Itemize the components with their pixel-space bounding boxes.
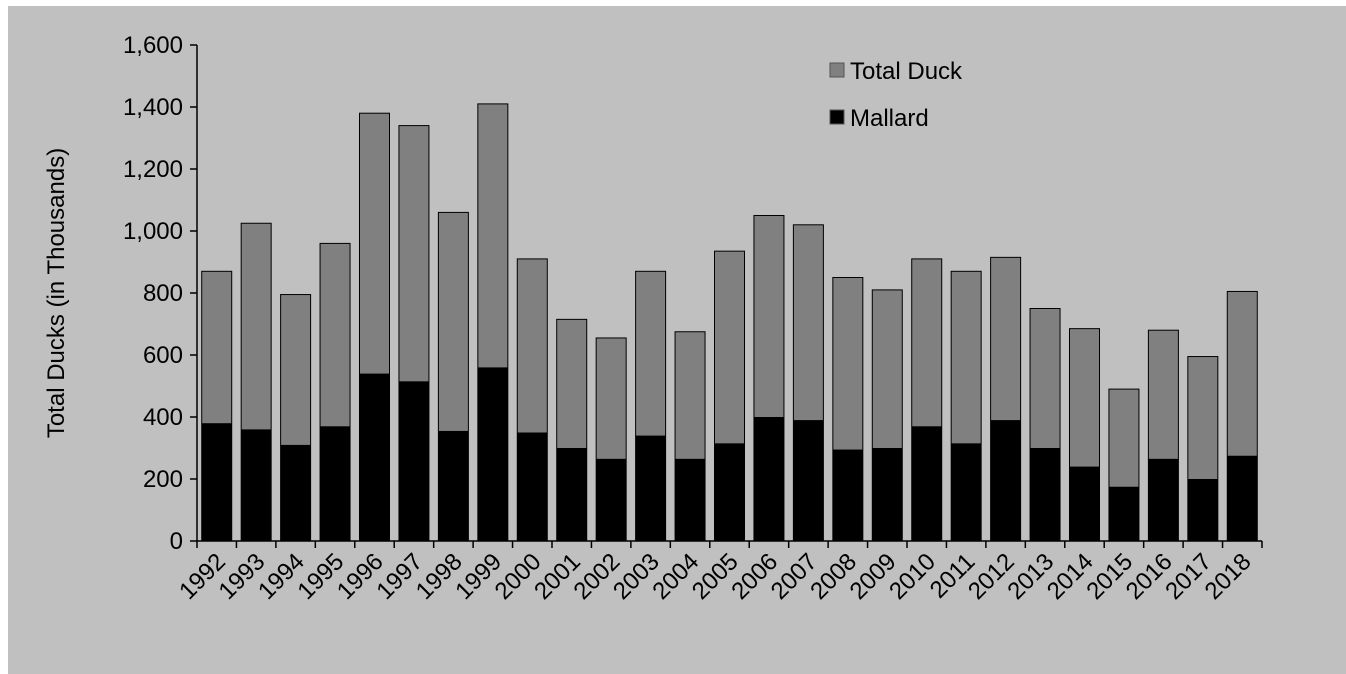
y-tick-label: 1,000	[123, 218, 183, 245]
bar	[1227, 455, 1258, 541]
y-tick-label: 1,200	[123, 156, 183, 183]
bar	[320, 426, 351, 541]
bar	[556, 448, 587, 541]
bar	[1069, 466, 1100, 541]
bar	[832, 449, 863, 541]
bar	[1187, 479, 1218, 541]
legend-swatch	[829, 109, 845, 125]
bar	[793, 420, 824, 541]
legend-swatch	[829, 62, 845, 78]
bar	[438, 430, 469, 541]
bar	[477, 367, 508, 541]
y-tick-label: 200	[143, 466, 183, 493]
y-tick-label: 1,600	[123, 32, 183, 59]
bar	[241, 429, 272, 541]
bar	[398, 381, 429, 541]
bar	[714, 443, 745, 541]
bar	[675, 458, 706, 541]
bar	[872, 448, 903, 541]
legend-label: Mallard	[850, 105, 929, 132]
y-tick-label: 800	[143, 280, 183, 307]
bar	[517, 432, 548, 541]
bar	[990, 420, 1021, 541]
bar	[201, 423, 232, 541]
bar	[280, 444, 311, 541]
legend-label: Total Duck	[850, 58, 963, 85]
bar	[1148, 458, 1179, 541]
bar	[596, 458, 627, 541]
bar	[1108, 486, 1139, 541]
bar	[753, 417, 784, 541]
y-axis-label: Total Ducks (in Thousands)	[43, 148, 70, 438]
y-tick-label: 400	[143, 404, 183, 431]
bar	[635, 435, 666, 541]
bar	[359, 373, 390, 541]
y-tick-label: 0	[170, 528, 183, 555]
bar	[1030, 448, 1061, 541]
bar	[911, 426, 942, 541]
y-tick-label: 600	[143, 342, 183, 369]
bar	[951, 443, 982, 541]
y-tick-label: 1,400	[123, 94, 183, 121]
